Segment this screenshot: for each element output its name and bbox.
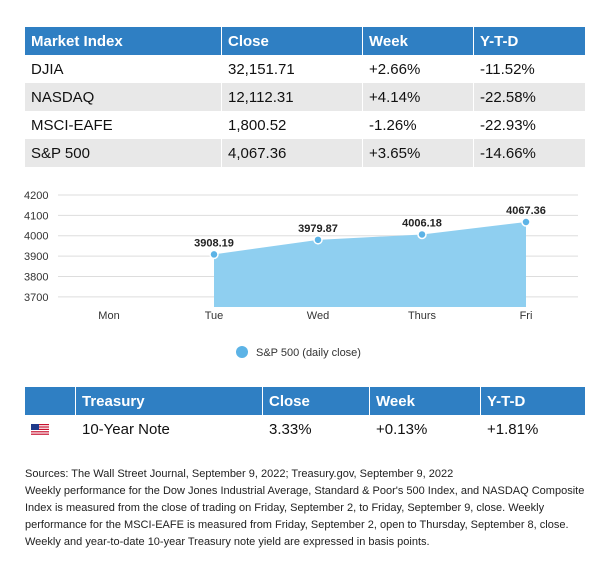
x-tick-label: Mon bbox=[98, 310, 119, 322]
sp500-area-chart: 3700 3800 3900 4000 4100 4200 3908.19 3979.87 4… bbox=[24, 190, 578, 359]
header-week: Week bbox=[369, 387, 481, 415]
table-row: 10-Year Note 3.33% +0.13% +1.81% bbox=[25, 415, 585, 443]
index-close: 4,067.36 bbox=[221, 139, 363, 167]
header-treasury: Treasury bbox=[75, 387, 263, 415]
index-close: 1,800.52 bbox=[221, 111, 363, 139]
index-week: -1.26% bbox=[362, 111, 474, 139]
flag-cell bbox=[25, 415, 76, 443]
header-close: Close bbox=[262, 387, 370, 415]
data-label: 4067.36 bbox=[506, 205, 546, 217]
table-row: MSCI-EAFE 1,800.52 -1.26% -22.93% bbox=[25, 111, 585, 139]
index-close: 32,151.71 bbox=[221, 55, 363, 83]
x-tick-label: Thurs bbox=[408, 310, 437, 322]
footnotes: Sources: The Wall Street Journal, Septem… bbox=[25, 466, 590, 551]
x-axis-ticks: Mon Tue Wed Thurs Fri bbox=[98, 310, 532, 322]
table-row: DJIA 32,151.71 +2.66% -11.52% bbox=[25, 55, 585, 83]
y-tick-label: 4000 bbox=[24, 231, 48, 243]
data-point bbox=[209, 249, 219, 260]
x-tick-label: Tue bbox=[205, 310, 224, 322]
table-row: NASDAQ 12,112.31 +4.14% -22.58% bbox=[25, 83, 585, 111]
treasury-week: +0.13% bbox=[369, 415, 481, 443]
treasury-ytd: +1.81% bbox=[480, 415, 585, 443]
sp500-area bbox=[214, 222, 526, 307]
data-labels: 3908.19 3979.87 4006.18 4067.36 bbox=[194, 205, 546, 249]
y-tick-label: 3900 bbox=[24, 251, 48, 263]
index-ytd: -22.58% bbox=[473, 83, 585, 111]
index-name: NASDAQ bbox=[25, 83, 222, 111]
index-ytd: -22.93% bbox=[473, 111, 585, 139]
x-tick-label: Fri bbox=[520, 310, 533, 322]
chart-legend: S&P 500 (daily close) bbox=[236, 346, 361, 359]
table-row: S&P 500 4,067.36 +3.65% -14.66% bbox=[25, 139, 585, 167]
data-point bbox=[521, 217, 531, 227]
data-label: 4006.18 bbox=[402, 217, 442, 229]
index-name: DJIA bbox=[25, 55, 222, 83]
us-flag-icon bbox=[31, 423, 49, 436]
index-ytd: -11.52% bbox=[473, 55, 585, 83]
x-tick-label: Wed bbox=[307, 310, 329, 322]
treasury-header-row: Treasury Close Week Y-T-D bbox=[25, 387, 585, 415]
index-ytd: -14.66% bbox=[473, 139, 585, 167]
index-close: 12,112.31 bbox=[221, 83, 363, 111]
legend-label: S&P 500 (daily close) bbox=[256, 347, 361, 359]
header-flag bbox=[25, 387, 76, 415]
data-points bbox=[209, 217, 531, 260]
y-tick-label: 4200 bbox=[24, 190, 48, 202]
methodology-note: Weekly performance for the Dow Jones Ind… bbox=[25, 485, 585, 548]
header-week: Week bbox=[362, 27, 474, 55]
y-tick-label: 4100 bbox=[24, 210, 48, 222]
index-name: MSCI-EAFE bbox=[25, 111, 222, 139]
header-ytd: Y-T-D bbox=[480, 387, 585, 415]
y-tick-label: 3700 bbox=[24, 292, 48, 304]
treasury-table: Treasury Close Week Y-T-D 10-Year Note 3… bbox=[25, 387, 585, 443]
index-name: S&P 500 bbox=[25, 139, 222, 167]
sources-note: Sources: The Wall Street Journal, Septem… bbox=[25, 468, 454, 480]
index-week: +3.65% bbox=[362, 139, 474, 167]
header-market-index: Market Index bbox=[25, 27, 222, 55]
data-label: 3908.19 bbox=[194, 237, 234, 249]
y-axis-ticks: 3700 3800 3900 4000 4100 4200 bbox=[24, 190, 48, 304]
market-header-row: Market Index Close Week Y-T-D bbox=[25, 27, 585, 55]
data-label: 3979.87 bbox=[298, 223, 338, 235]
index-week: +4.14% bbox=[362, 83, 474, 111]
treasury-name: 10-Year Note bbox=[75, 415, 263, 443]
data-point bbox=[417, 229, 427, 240]
header-close: Close bbox=[221, 27, 363, 55]
index-week: +2.66% bbox=[362, 55, 474, 83]
y-tick-label: 3800 bbox=[24, 271, 48, 283]
treasury-close: 3.33% bbox=[262, 415, 370, 443]
market-index-table: Market Index Close Week Y-T-D DJIA 32,15… bbox=[25, 27, 585, 167]
legend-marker bbox=[236, 346, 248, 358]
header-ytd: Y-T-D bbox=[473, 27, 585, 55]
data-point bbox=[313, 235, 323, 245]
